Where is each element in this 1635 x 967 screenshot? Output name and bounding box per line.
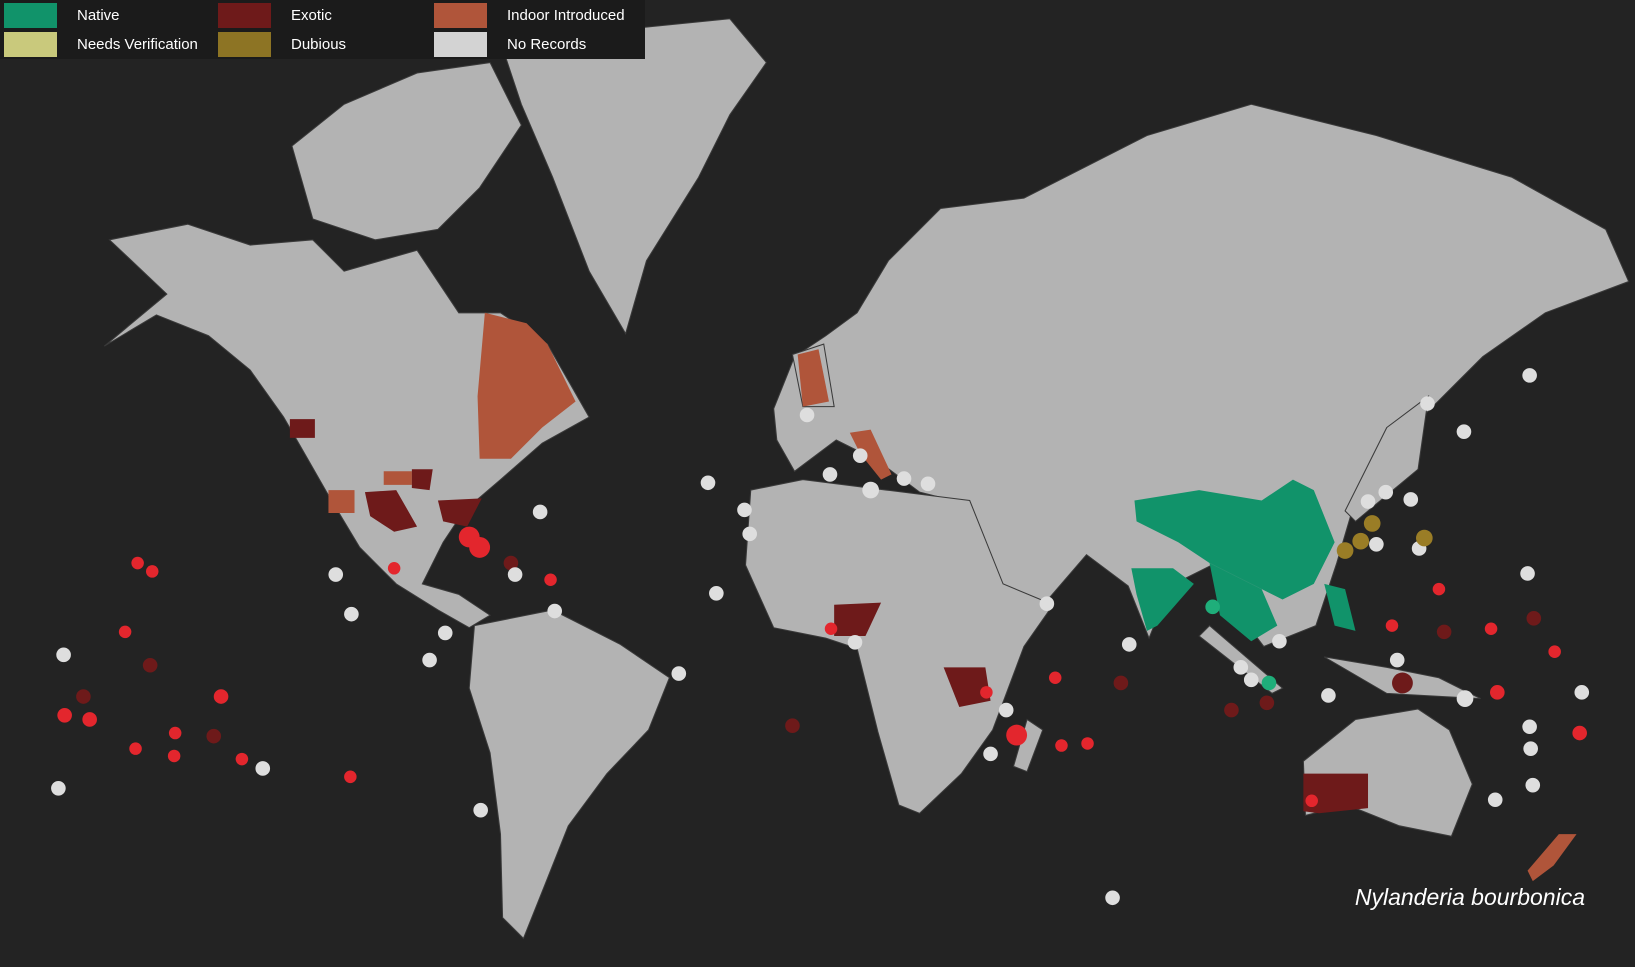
arctic-islands xyxy=(291,61,522,241)
us-states xyxy=(328,471,412,514)
legend-label: Exotic xyxy=(291,7,332,24)
greenland xyxy=(499,18,768,335)
occurrence-dots xyxy=(51,368,1590,906)
western-australia xyxy=(1303,773,1369,814)
legend: Native Needs Verification Exotic Dubious Ind… xyxy=(0,0,645,59)
legend-label: No Records xyxy=(507,36,587,53)
india xyxy=(1131,568,1194,631)
australia xyxy=(1302,708,1473,837)
islands xyxy=(791,343,1481,700)
new-zealand xyxy=(1527,834,1577,882)
legend-swatch xyxy=(218,3,271,28)
legend-swatch xyxy=(4,32,57,57)
china xyxy=(1134,479,1335,600)
united-kingdom xyxy=(797,349,829,407)
legend-label: Native xyxy=(77,7,120,24)
africa xyxy=(745,479,1054,814)
legend-swatch xyxy=(218,32,271,57)
legend-label: Indoor Introduced xyxy=(507,7,625,24)
italy xyxy=(849,429,892,480)
legend-swatch xyxy=(434,3,487,28)
legend-label: Needs Verification xyxy=(77,36,198,53)
nigeria xyxy=(834,602,882,637)
indochina xyxy=(1209,563,1356,642)
us-exotic xyxy=(289,419,482,532)
south-america xyxy=(468,609,671,940)
legend-swatch xyxy=(434,32,487,57)
north-america xyxy=(103,223,590,629)
eastern-canada xyxy=(477,312,576,459)
legend-label: Dubious xyxy=(291,36,347,53)
tanzania xyxy=(943,667,991,707)
legend-swatch xyxy=(4,3,57,28)
species-caption: Nylanderia bourbonica xyxy=(1354,884,1585,910)
madagascar xyxy=(1012,718,1044,773)
